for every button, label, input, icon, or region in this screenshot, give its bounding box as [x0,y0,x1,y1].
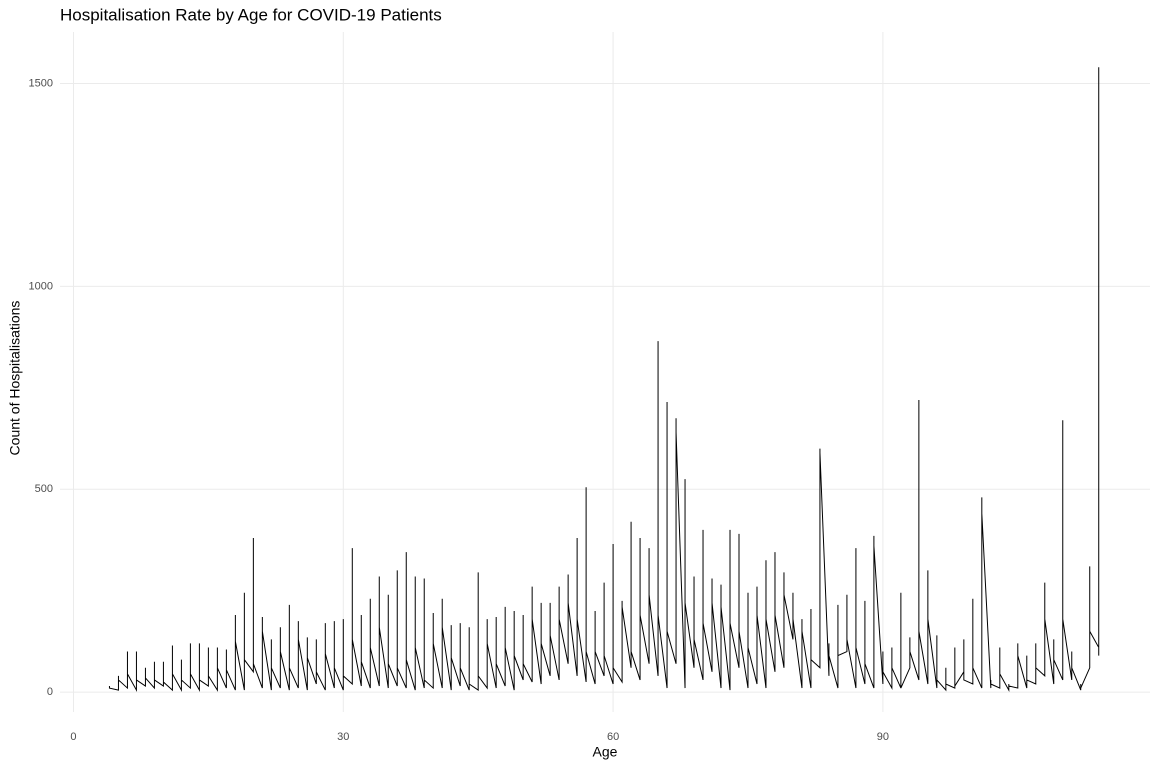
y-tick-label: 1000 [29,280,53,292]
data-line [108,67,1100,693]
chart-title: Hospitalisation Rate by Age for COVID-19… [60,5,442,24]
x-tick-label: 30 [337,731,349,743]
y-tick-label: 1500 [29,77,53,89]
x-tick-label: 60 [607,731,619,743]
x-axis-label: Age [593,744,618,760]
y-axis-label: Count of Hospitalisations [7,301,23,456]
x-tick-label: 90 [877,731,889,743]
y-tick-label: 0 [47,686,53,698]
x-tick-label: 0 [70,731,76,743]
y-tick-label: 500 [35,483,53,495]
